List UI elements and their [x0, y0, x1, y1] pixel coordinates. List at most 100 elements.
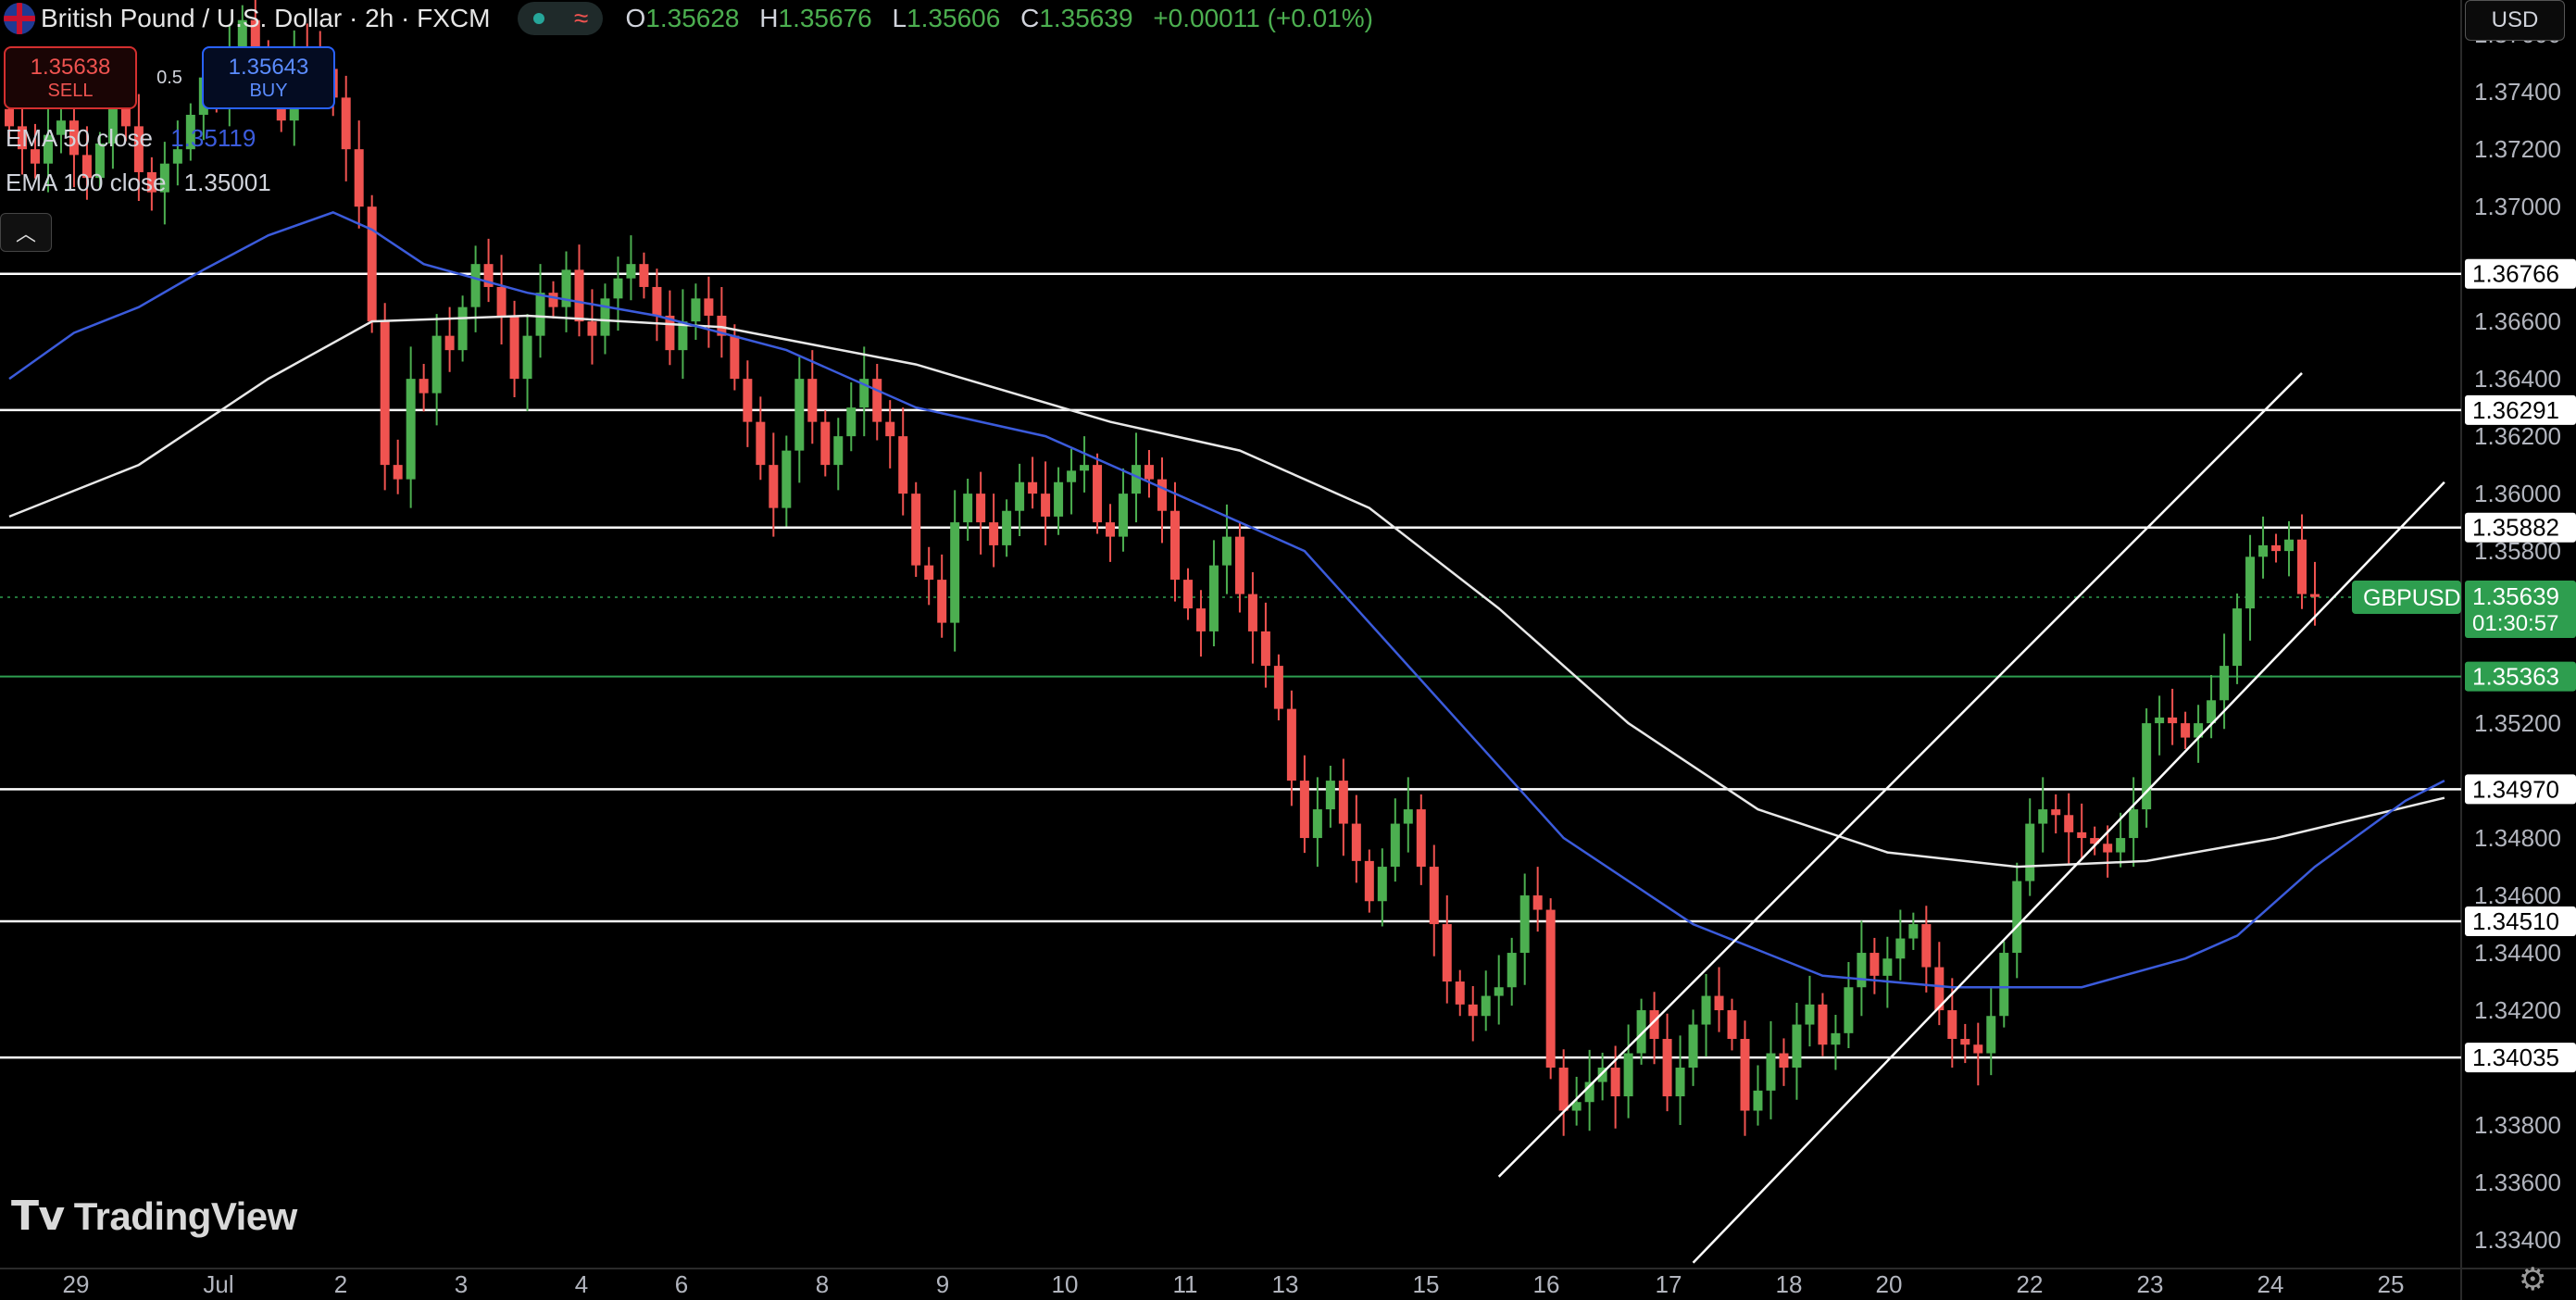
- candle-body: [2038, 809, 2048, 824]
- ema100-legend[interactable]: EMA 100 close 1.35001: [6, 169, 271, 197]
- candle-body: [1688, 1024, 1698, 1069]
- candle-body: [704, 298, 714, 316]
- candle-body: [522, 335, 532, 380]
- y-tick-label: 1.34800: [2474, 824, 2561, 852]
- candle-body: [30, 149, 40, 164]
- ema50-legend[interactable]: EMA 50 close 1.35119: [6, 124, 256, 153]
- candle-body: [1623, 1053, 1633, 1097]
- candle-body: [1675, 1068, 1685, 1097]
- sell-button[interactable]: 1.35638 SELL: [4, 46, 137, 109]
- candle-body: [250, 19, 260, 69]
- collapse-legend-button[interactable]: ︿: [0, 213, 52, 252]
- candle-body: [393, 465, 403, 480]
- x-tick-label: 25: [2378, 1270, 2405, 1298]
- candle-body: [911, 494, 921, 566]
- candle-body: [1805, 1004, 1815, 1025]
- candle-body: [1429, 867, 1439, 925]
- candle-body: [1857, 953, 1867, 988]
- candle-body: [1106, 522, 1116, 537]
- candle-body: [185, 114, 195, 150]
- candle-body: [1792, 1024, 1802, 1069]
- candle-body: [2245, 556, 2256, 609]
- chart-header: British Pound / U.S. Dollar · 2h · FXCM …: [0, 0, 1386, 37]
- buy-price: 1.35643: [228, 54, 309, 80]
- channel-trend-line: [1692, 481, 2445, 1264]
- candle-body: [1416, 809, 1426, 868]
- currency-selector[interactable]: USD: [2465, 0, 2565, 41]
- current-price-label: 1.35639: [2472, 582, 2559, 610]
- candle-body: [587, 321, 597, 336]
- candle-body: [2077, 831, 2087, 839]
- x-tick-label: 11: [1173, 1270, 1198, 1298]
- level-label: 1.35882: [2472, 514, 2559, 542]
- candle-body: [2012, 881, 2022, 954]
- market-status-indicator[interactable]: ≈: [518, 2, 604, 35]
- candle-body: [1584, 1081, 1594, 1103]
- buy-button[interactable]: 1.35643 BUY: [202, 46, 335, 109]
- candle-body: [989, 522, 999, 545]
- support-label-box: [2465, 661, 2576, 692]
- ohlc-high-key: H: [759, 4, 779, 32]
- candle-body: [1015, 481, 1025, 511]
- candle-body: [1260, 631, 1270, 667]
- support-label: 1.35363: [2472, 663, 2559, 691]
- candle-body: [1973, 1044, 1983, 1054]
- candle-body: [341, 97, 351, 150]
- candle-body: [146, 171, 156, 193]
- candle-body: [1869, 953, 1880, 976]
- settings-gear-icon[interactable]: ⚙: [2519, 1262, 2547, 1297]
- candle-body: [756, 421, 766, 466]
- candle-body: [1558, 1068, 1569, 1111]
- x-tick-label: 10: [1052, 1270, 1079, 1298]
- candle-body: [406, 379, 416, 480]
- level-label: 1.34510: [2472, 907, 2559, 935]
- market-open-icon: [532, 13, 544, 24]
- symbol-tag: GBPUSD: [2363, 585, 2461, 611]
- ema50-line: [8, 211, 2445, 989]
- ema50-value: 1.35119: [170, 124, 256, 152]
- candle-body: [1273, 666, 1283, 709]
- ema50-label: EMA 50 close: [6, 124, 153, 152]
- ohlc-change: +0.00011 (+0.01%): [1153, 4, 1373, 32]
- candle-body: [1766, 1053, 1776, 1091]
- candle-body: [872, 379, 882, 422]
- candle-body: [1610, 1068, 1620, 1097]
- candle-body: [1481, 995, 1491, 1017]
- candle-body: [730, 335, 740, 380]
- candle-body: [1597, 1068, 1607, 1082]
- uk-us-flag-icon: [4, 3, 35, 34]
- candle-body: [2103, 844, 2113, 853]
- candle-body: [1494, 987, 1504, 996]
- candle-body: [1351, 823, 1361, 861]
- y-tick-label: 1.33400: [2474, 1226, 2561, 1254]
- x-tick-label: 24: [2257, 1270, 2284, 1298]
- level-label-box: [2465, 906, 2576, 936]
- x-tick-label: 17: [1656, 1270, 1682, 1298]
- candle-body: [496, 286, 506, 316]
- candle-body: [885, 421, 895, 437]
- candle-body: [1934, 967, 1945, 1011]
- candle-body: [548, 293, 558, 307]
- candle-body: [2168, 717, 2178, 724]
- x-tick-label: 6: [675, 1270, 688, 1298]
- candle-body: [1545, 909, 1556, 1069]
- candle-body: [1455, 981, 1465, 1005]
- candle-body: [807, 379, 818, 422]
- x-tick-label: 29: [63, 1270, 90, 1298]
- candle-body: [470, 264, 481, 307]
- candle-body: [639, 264, 649, 287]
- ema100-line: [8, 314, 2445, 869]
- candle-body: [1182, 580, 1193, 609]
- candle-body: [380, 321, 390, 466]
- candle-body: [1247, 594, 1257, 631]
- candle-body: [1986, 1016, 1996, 1054]
- candle-body: [769, 465, 779, 508]
- y-tick-label: 1.37000: [2474, 193, 2561, 220]
- x-tick-label: 15: [1413, 1270, 1440, 1298]
- candle-body: [1208, 565, 1219, 631]
- tradingview-logo-text: TradingView: [73, 1194, 298, 1238]
- symbol-title[interactable]: British Pound / U.S. Dollar · 2h · FXCM: [41, 4, 491, 32]
- candle-body: [2232, 608, 2243, 667]
- candle-body: [2220, 666, 2230, 701]
